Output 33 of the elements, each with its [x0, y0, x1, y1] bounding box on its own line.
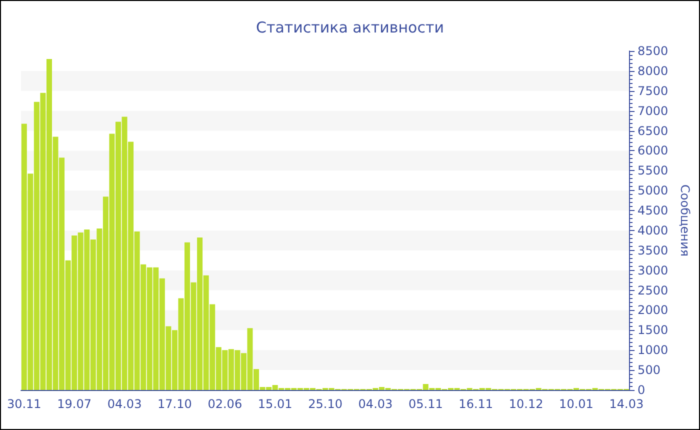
x-tick-label: 10.12: [508, 397, 544, 411]
y-tick-label: 2500: [638, 283, 668, 298]
x-tick-label: 04.03: [107, 397, 142, 411]
y-tick-label: 0: [638, 383, 646, 397]
y-tick-label: 6000: [638, 144, 668, 158]
x-tick-label: 25.10: [308, 397, 342, 411]
x-tick-label: 17.10: [158, 397, 192, 411]
y-tick-label: 1500: [638, 323, 668, 338]
x-tick-label: 16.11: [458, 397, 494, 411]
y-tick-label: 1000: [638, 343, 668, 358]
y-tick-label: 7000: [638, 104, 668, 118]
y-tick-label: 7500: [638, 84, 668, 98]
y-tick-label: 6500: [638, 124, 668, 138]
chart-title: Статистика активности: [256, 18, 444, 36]
y-tick-label: 5500: [638, 164, 668, 178]
y-tick-label: 5000: [638, 184, 668, 198]
y-tick-label: 4000: [638, 223, 668, 238]
y-tick-label: 500: [638, 363, 660, 378]
x-tick-label: 30.11: [6, 397, 42, 411]
y-tick-label: 3000: [638, 263, 668, 278]
x-tick-label: 15.01: [258, 397, 292, 411]
y-tick-label: 8500: [638, 44, 668, 58]
y-tick-label: 4500: [638, 204, 668, 218]
y-tick-label: 2000: [638, 303, 668, 318]
x-tick-label: 19.07: [57, 397, 92, 411]
y-tick-label: 8000: [638, 64, 668, 78]
x-tick-label: 05.11: [408, 397, 443, 411]
x-tick-label: 10.01: [559, 397, 594, 411]
y-tick-label: 3500: [638, 243, 668, 258]
x-tick-label: 02.06: [208, 397, 242, 411]
x-tick-label: 04.03: [358, 397, 393, 411]
y-axis-title: Сообщения: [678, 184, 692, 257]
x-tick-label: 14.03: [609, 397, 644, 411]
